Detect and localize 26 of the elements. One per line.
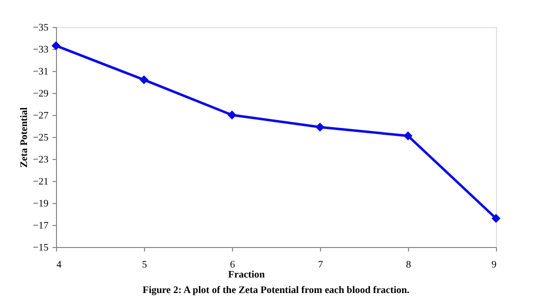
y-tick-label: −31 — [32, 66, 48, 78]
x-tick-label: 9 — [492, 260, 496, 270]
y-tick-label: −35 — [32, 22, 48, 34]
point — [404, 131, 412, 140]
y-tick-label: −15 — [32, 242, 48, 254]
y-tick-label: −21 — [32, 176, 48, 188]
x-axis-title: Fraction — [228, 270, 266, 280]
y-tick-label: −29 — [32, 88, 48, 100]
y-axis-title: Zeta Potential — [18, 107, 30, 168]
x-tick-label: 5 — [142, 260, 147, 270]
point — [52, 41, 60, 50]
caption: Figure 2: A plot of the Zeta Potential from each blood fraction. — [142, 285, 410, 296]
x-tick-label: 4 — [56, 260, 62, 270]
y-tick-label: −27 — [32, 110, 48, 122]
y-tick-label: −25 — [32, 132, 48, 144]
point — [140, 75, 148, 84]
y-tick-label: −33 — [32, 44, 48, 56]
x-tick-label: 7 — [318, 260, 323, 270]
y-tick-label: −23 — [32, 154, 48, 166]
point — [316, 122, 324, 132]
point — [492, 214, 500, 223]
y-tick-label: −17 — [32, 220, 48, 232]
point — [228, 110, 236, 120]
x-tick-label: 6 — [230, 260, 235, 270]
x-tick-label: 8 — [406, 260, 411, 270]
y-tick-label: −19 — [32, 198, 48, 210]
